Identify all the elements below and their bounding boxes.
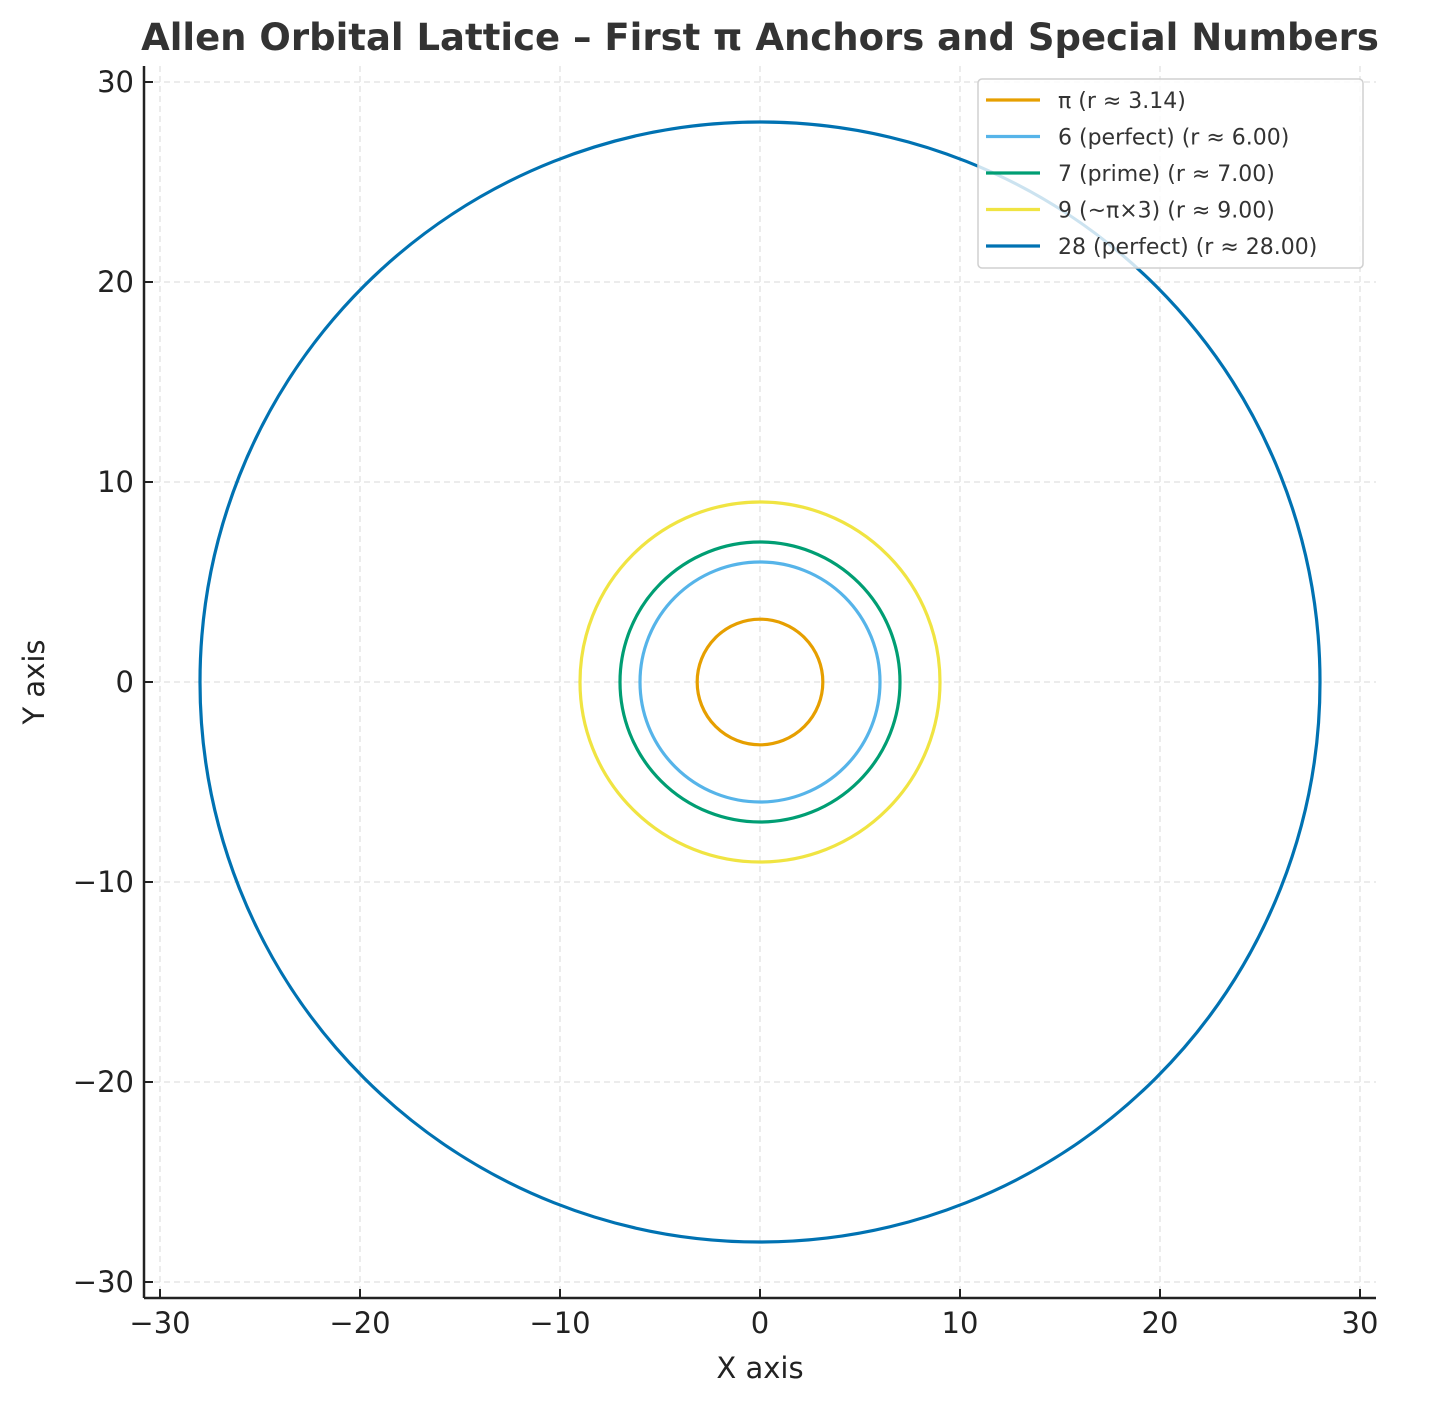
orbit-circle xyxy=(198,120,1322,1244)
legend-label: 7 (prime) (r ≈ 7.00) xyxy=(1058,162,1275,187)
x-tick-label: −10 xyxy=(529,1306,590,1340)
y-tick-label: −10 xyxy=(73,865,134,899)
y-axis-label: Y axis xyxy=(17,639,51,725)
legend: π (r ≈ 3.14) 6 (perfect) (r ≈ 6.00) 7 (pri… xyxy=(977,78,1364,269)
orbit-circle xyxy=(578,500,942,864)
y-tick-label: −30 xyxy=(73,1265,134,1299)
x-tick-label: 20 xyxy=(1142,1306,1179,1340)
y-tick-label: 0 xyxy=(116,665,134,699)
x-tick-label: −30 xyxy=(129,1306,190,1340)
orbit-circle xyxy=(638,560,882,804)
chart-title: Allen Orbital Lattice – First π Anchors … xyxy=(141,16,1379,59)
legend-label: 6 (perfect) (r ≈ 6.00) xyxy=(1058,126,1289,151)
y-tick-label: 20 xyxy=(97,265,134,299)
x-tick-label: 0 xyxy=(751,1306,769,1340)
grid xyxy=(144,66,1376,1298)
x-tick-label: 30 xyxy=(1342,1306,1379,1340)
y-tick-label: 10 xyxy=(97,465,134,499)
y-axis-ticks: −30 −20 −10 0 10 20 30 xyxy=(73,65,153,1299)
orbit-circle xyxy=(695,617,825,747)
x-tick-label: 10 xyxy=(942,1306,979,1340)
x-axis-ticks: −30 −20 −10 0 10 20 30 xyxy=(129,1289,1378,1340)
legend-box xyxy=(977,78,1364,269)
orbit-circles xyxy=(198,120,1322,1244)
legend-label: π (r ≈ 3.14) xyxy=(1058,89,1186,114)
x-axis-label: X axis xyxy=(716,1351,803,1385)
y-tick-label: −20 xyxy=(73,1065,134,1099)
y-tick-label: 30 xyxy=(97,65,134,99)
x-tick-label: −20 xyxy=(329,1306,390,1340)
legend-label: 28 (perfect) (r ≈ 28.00) xyxy=(1058,235,1317,260)
legend-label: 9 (~π×3) (r ≈ 9.00) xyxy=(1058,199,1275,224)
orbit-circle xyxy=(618,540,902,824)
